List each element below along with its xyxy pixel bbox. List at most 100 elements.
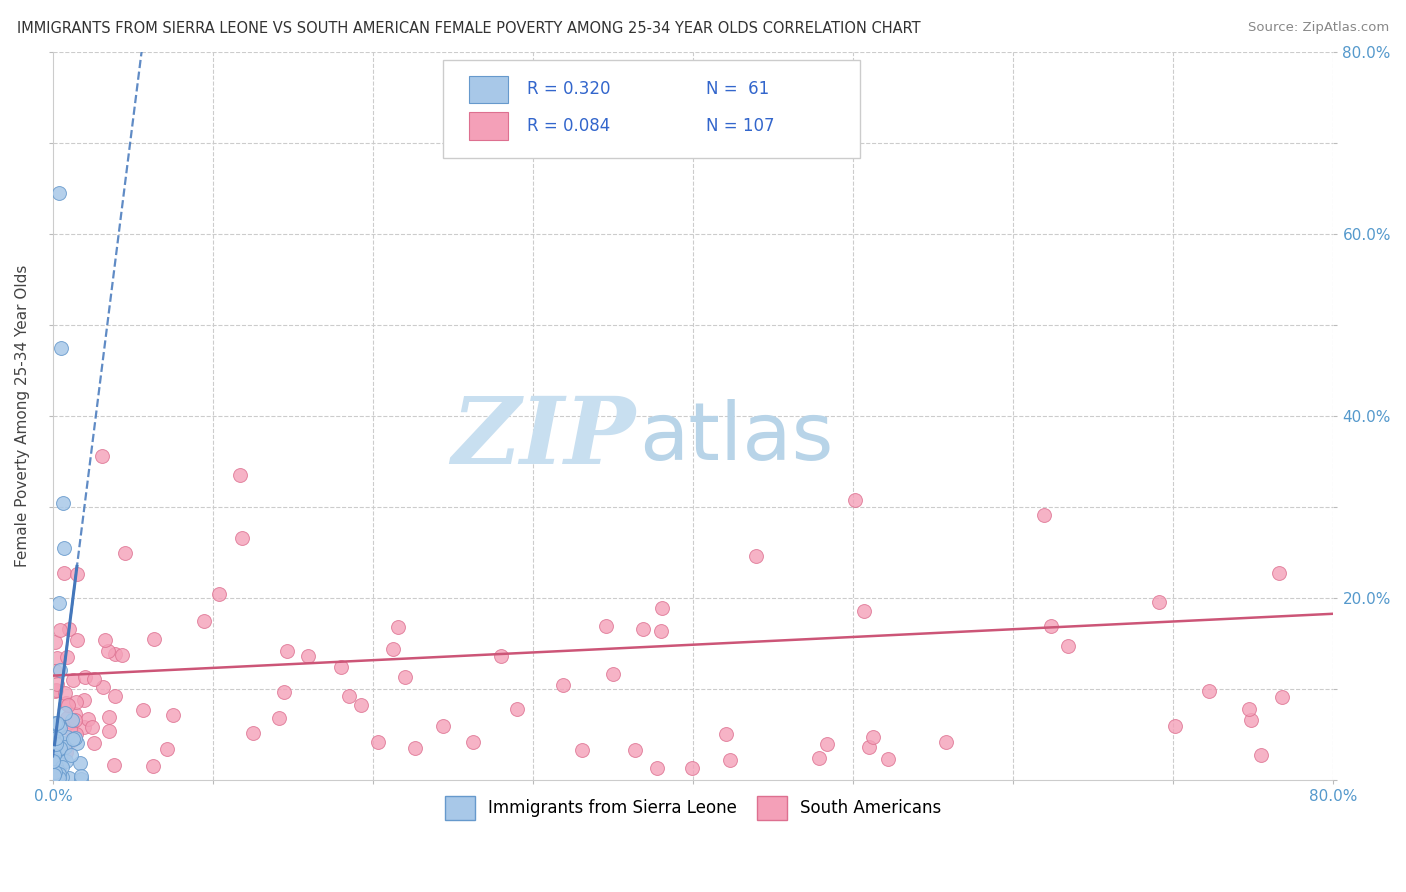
Point [55,755,77,769]
Point [1250,747,1272,762]
Point [45,772,67,786]
Point [156,742,179,756]
Point [63,713,86,727]
Point [45,683,67,698]
Point [745,549,768,564]
Point [60,713,83,727]
Point [42,763,65,777]
Point [111,648,134,662]
Point [844,493,866,508]
Point [49,757,72,772]
Point [65,727,87,741]
Point [42,770,65,784]
Point [42,747,65,762]
Text: R = 0.320: R = 0.320 [527,80,610,98]
Point [45,723,67,737]
Point [49,721,72,735]
Point [44,736,66,750]
Point [48,596,70,610]
Point [51,771,73,785]
Point [44,747,66,762]
Point [48,766,70,780]
Text: ZIP: ZIP [451,393,636,483]
Point [73,693,96,707]
Point [329,659,352,673]
Point [815,737,838,751]
Point [44,716,66,731]
Y-axis label: Female Poverty Among 25-34 Year Olds: Female Poverty Among 25-34 Year Olds [15,265,30,567]
Point [55,745,77,759]
Point [48,722,70,736]
Legend: Immigrants from Sierra Leone, South Americans: Immigrants from Sierra Leone, South Amer… [439,789,948,827]
Point [70,772,93,787]
Point [162,708,184,723]
Point [62,731,84,746]
Point [297,649,319,664]
Point [45,772,67,786]
Text: N =  61: N = 61 [706,80,769,98]
Point [858,740,880,755]
Point [350,698,373,712]
Point [935,735,957,749]
Point [46,764,69,778]
Point [208,587,231,601]
Point [83,672,105,686]
Point [1147,595,1170,609]
Point [852,604,875,618]
Point [45,731,67,746]
Point [63,707,86,722]
Point [45,755,67,769]
Point [231,531,253,545]
Point [45,738,67,752]
Point [44,769,66,783]
Point [45,764,67,778]
Point [48,762,70,776]
Point [65,731,87,746]
Point [877,752,900,766]
Point [59,723,82,737]
Point [70,769,93,783]
Point [45,651,67,665]
Point [505,702,527,716]
Point [44,635,66,649]
Point [114,546,136,560]
Point [49,624,72,638]
Point [142,759,165,773]
Point [51,760,73,774]
Point [489,648,512,663]
Point [651,601,673,615]
Point [681,761,703,775]
Point [49,748,72,763]
FancyBboxPatch shape [443,60,859,158]
Point [49,741,72,756]
Point [367,735,389,749]
Point [273,685,295,699]
Point [62,673,84,688]
Point [571,743,593,757]
Point [46,770,69,784]
Point [808,751,831,765]
Point [48,771,70,785]
Point [97,710,120,724]
Point [1198,684,1220,698]
Point [52,736,75,750]
Point [53,739,76,754]
Point [645,761,668,775]
Point [862,730,884,744]
Point [720,753,742,767]
Point [42,772,65,787]
Point [56,730,79,744]
Point [48,761,70,775]
Point [387,620,409,634]
Point [142,632,165,647]
Point [1057,639,1080,653]
Point [44,739,66,754]
Point [42,755,65,769]
Point [432,719,454,733]
Point [53,686,76,700]
Point [69,756,91,770]
Point [44,737,66,751]
Point [46,677,69,691]
Point [73,720,96,734]
Text: N = 107: N = 107 [706,117,775,135]
